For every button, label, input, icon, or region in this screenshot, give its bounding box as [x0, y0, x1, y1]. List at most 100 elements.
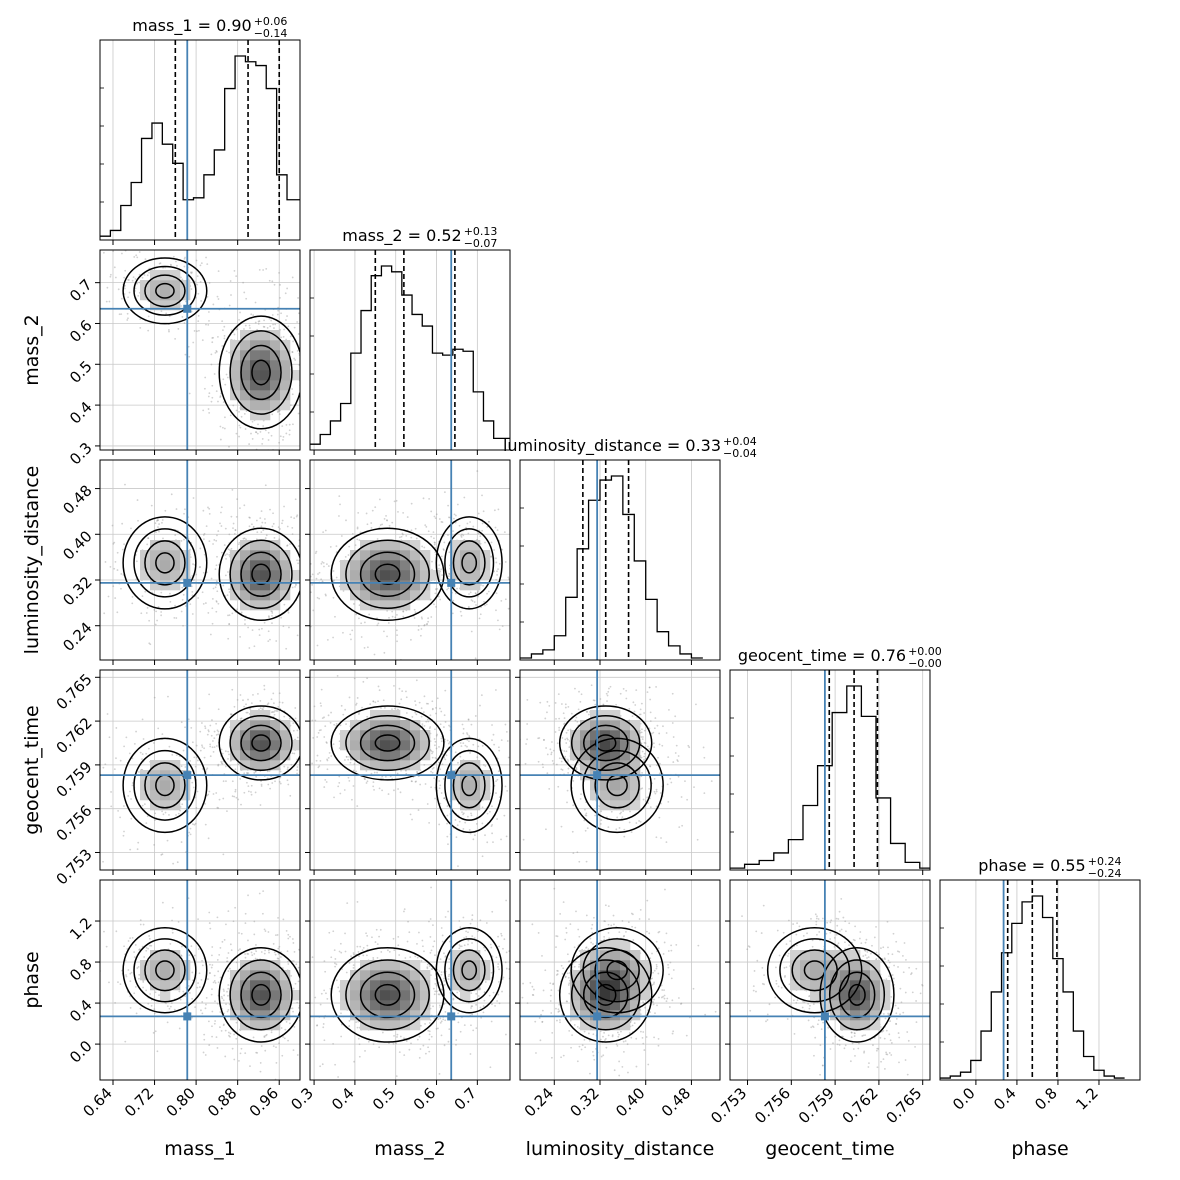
- scatter-point: [291, 752, 294, 755]
- scatter-point: [278, 780, 281, 783]
- scatter-point: [576, 720, 579, 723]
- scatter-point: [271, 782, 274, 784]
- scatter-point: [456, 503, 459, 506]
- scatter-point: [374, 701, 377, 704]
- scatter-point: [230, 515, 233, 518]
- scatter-point: [110, 791, 112, 793]
- scatter-point: [237, 798, 240, 801]
- scatter-point: [370, 772, 373, 775]
- scatter-point: [648, 787, 651, 790]
- scatter-point: [430, 510, 433, 513]
- scatter-point: [335, 722, 338, 725]
- scatter-point: [526, 738, 528, 741]
- scatter-point: [425, 623, 428, 626]
- scatter-point: [481, 855, 484, 858]
- density-cell: [610, 780, 621, 791]
- scatter-point: [302, 588, 304, 590]
- scatter-point: [139, 318, 142, 321]
- scatter-point: [337, 785, 340, 788]
- density-cell: [240, 730, 251, 741]
- scatter-point: [585, 860, 588, 863]
- scatter-point: [444, 758, 447, 761]
- scatter-point: [399, 791, 402, 794]
- scatter-point: [327, 565, 330, 567]
- scatter-point: [213, 373, 216, 375]
- density-cell: [350, 740, 361, 751]
- scatter-point: [442, 778, 445, 780]
- scatter-point: [227, 637, 230, 640]
- scatter-point: [136, 499, 139, 501]
- scatter-point: [363, 646, 366, 649]
- scatter-point: [286, 315, 288, 317]
- density-cell: [390, 550, 401, 561]
- scatter-point: [228, 623, 231, 625]
- scatter-point: [278, 271, 280, 274]
- scatter-point: [231, 612, 234, 615]
- scatter-point: [435, 747, 438, 750]
- scatter-point: [243, 328, 245, 330]
- scatter-point: [112, 250, 115, 253]
- scatter-point: [232, 522, 235, 525]
- scatter-point: [293, 752, 296, 755]
- scatter-point: [447, 742, 450, 745]
- scatter-point: [187, 278, 190, 281]
- scatter-point: [282, 435, 285, 438]
- density-cell: [380, 580, 391, 591]
- scatter-point: [303, 469, 305, 471]
- scatter-point: [228, 533, 231, 536]
- scatter-point: [318, 589, 320, 591]
- scatter-point: [495, 578, 498, 581]
- scatter-point: [537, 760, 540, 763]
- scatter-point: [319, 363, 321, 365]
- scatter-point: [306, 1019, 308, 1021]
- scatter-point: [658, 732, 661, 735]
- scatter-point: [304, 748, 306, 750]
- scatter-point: [491, 739, 493, 742]
- scatter-point: [199, 281, 202, 283]
- scatter-point: [201, 722, 203, 724]
- scatter-point: [126, 312, 129, 315]
- scatter-point: [564, 755, 567, 758]
- scatter-point: [319, 702, 322, 705]
- scatter-point: [316, 752, 318, 754]
- scatter-point: [348, 780, 351, 782]
- scatter-point: [566, 738, 569, 741]
- density-cell: [410, 560, 421, 571]
- density-cell: [230, 380, 241, 391]
- scatter-point: [143, 274, 146, 276]
- scatter-point: [461, 811, 463, 814]
- scatter-point: [210, 353, 213, 356]
- scatter-point: [431, 707, 434, 710]
- scatter-point: [703, 792, 706, 795]
- density-cell: [630, 790, 641, 801]
- scatter-point: [492, 841, 494, 844]
- density-cell: [370, 580, 381, 591]
- scatter-point: [217, 270, 220, 273]
- scatter-point: [160, 310, 163, 313]
- scatter-point: [212, 793, 215, 795]
- scatter-point: [548, 787, 551, 790]
- scatter-point: [643, 758, 645, 761]
- scatter-point: [433, 543, 436, 546]
- scatter-point: [702, 746, 705, 749]
- scatter-point: [245, 410, 248, 412]
- scatter-point: [116, 611, 119, 614]
- scatter-point: [208, 790, 211, 793]
- scatter-point: [198, 707, 201, 710]
- scatter-point: [431, 767, 434, 770]
- scatter-point: [414, 781, 417, 783]
- density-cell: [630, 720, 641, 731]
- scatter-point: [233, 333, 236, 336]
- scatter-point: [268, 279, 271, 282]
- scatter-point: [283, 505, 285, 508]
- scatter-point: [302, 581, 304, 583]
- scatter-point: [500, 838, 502, 841]
- scatter-point: [372, 785, 375, 788]
- scatter-point: [338, 515, 340, 517]
- scatter-point: [123, 805, 125, 807]
- scatter-point: [131, 757, 134, 760]
- scatter-point: [444, 689, 447, 692]
- scatter-point: [490, 556, 492, 558]
- scatter-point: [291, 351, 294, 354]
